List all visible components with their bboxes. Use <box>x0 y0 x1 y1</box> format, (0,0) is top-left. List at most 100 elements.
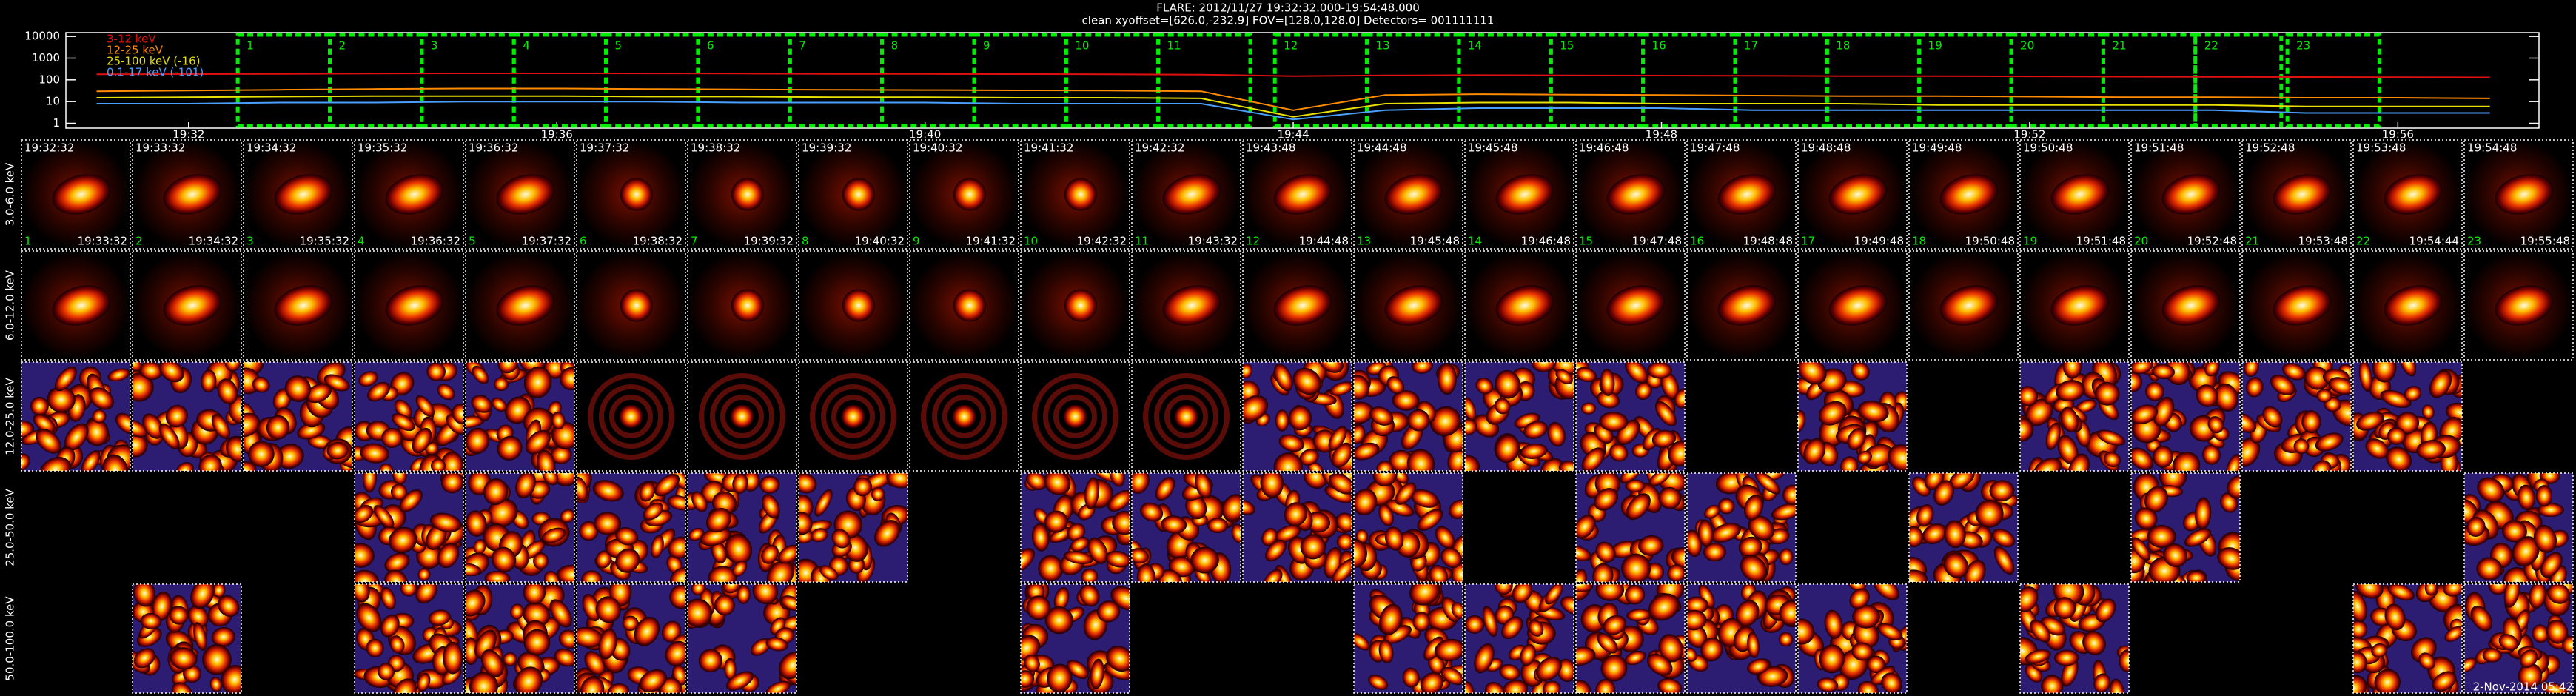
start-time: 19:32:32 <box>24 141 74 155</box>
noise-blob <box>643 502 664 521</box>
energy-label: 50.0-100.0 keV <box>4 596 17 681</box>
noise-blob <box>426 362 446 381</box>
image-cell <box>1021 251 1130 360</box>
noise-blob <box>691 491 708 512</box>
noise-blob <box>1369 406 1394 426</box>
noise-blob <box>379 463 394 471</box>
noise-blob <box>102 454 129 471</box>
noise-blob <box>1207 518 1228 533</box>
end-time: 19:54:44 <box>2409 235 2459 248</box>
image-cell <box>1465 362 1574 471</box>
noise-blob <box>708 566 737 582</box>
cell-border <box>132 361 242 472</box>
noise-blob <box>1626 493 1651 521</box>
noise-blob <box>2109 678 2125 693</box>
noise-blob <box>1819 644 1845 674</box>
noise-blob <box>732 473 748 494</box>
source <box>496 285 555 326</box>
image-cell <box>21 251 130 360</box>
noise-blob <box>523 602 551 627</box>
cell-border <box>21 250 131 361</box>
noise-blob <box>1852 604 1880 629</box>
noise-blob <box>1067 523 1086 541</box>
cell-border <box>2019 139 2130 250</box>
noise-blob <box>2353 651 2367 674</box>
noise-blob <box>2365 438 2389 459</box>
cell-border <box>2019 583 2130 694</box>
cell-border <box>1686 139 1797 250</box>
start-time: 19:49:48 <box>1912 141 1962 155</box>
cell-border <box>909 139 1019 250</box>
noise-blob <box>297 421 326 440</box>
source <box>619 404 643 429</box>
image-cell <box>244 140 352 249</box>
noise-blob <box>2540 552 2563 578</box>
source <box>2384 174 2443 215</box>
cell-border <box>2241 250 2352 361</box>
noise-blob <box>724 657 737 680</box>
noise-blob <box>360 443 389 464</box>
noise-blob <box>190 584 215 609</box>
noise-blob <box>142 413 164 439</box>
noise-blob <box>1087 537 1108 564</box>
image-cell <box>1021 140 1130 249</box>
noise-blob <box>431 458 446 471</box>
noise-blob <box>2207 416 2224 434</box>
source <box>953 289 986 322</box>
noise-blob <box>21 420 35 438</box>
image-cell <box>799 362 908 471</box>
image-cell <box>688 251 796 360</box>
noise-blob <box>2270 375 2295 395</box>
image-cell <box>2242 251 2351 360</box>
noise-blob <box>1625 479 1646 492</box>
noise-blob <box>556 564 574 582</box>
cell-border <box>798 361 908 472</box>
noise-blob <box>378 663 395 680</box>
cell-border <box>465 583 575 694</box>
noise-blob <box>202 643 232 675</box>
source <box>385 285 444 326</box>
noise-blob <box>595 596 621 623</box>
noise-blob <box>762 494 780 519</box>
noise-blob <box>1376 461 1394 471</box>
cell-border <box>2463 139 2574 250</box>
noise-blob <box>1576 584 1594 592</box>
noise-blob <box>1503 680 1529 693</box>
noise-blob <box>1395 482 1416 505</box>
image-cell <box>1576 362 1685 471</box>
image-cell <box>2131 473 2240 582</box>
ring <box>699 373 785 460</box>
noise-blob <box>466 563 481 577</box>
noise-blob <box>2053 597 2076 619</box>
x-tick-label: 19:52 <box>2013 128 2045 141</box>
noise-blob <box>2502 520 2527 543</box>
noise-blob <box>886 473 908 489</box>
noise-blob <box>1329 381 1352 396</box>
noise-blob <box>2045 422 2061 450</box>
noise-blob <box>1429 565 1449 582</box>
noise-blob <box>388 526 417 554</box>
interval-number: 13 <box>1357 235 1371 248</box>
ring <box>720 395 764 438</box>
noise-blob <box>2244 362 2259 378</box>
noise-blob <box>244 362 264 376</box>
noise-blob <box>2153 396 2175 427</box>
noise-blob <box>1047 663 1073 693</box>
noise-blob <box>1782 484 1796 506</box>
noise-blob <box>392 413 415 432</box>
image-cell <box>577 473 685 582</box>
interval-number: 11 <box>1135 235 1149 248</box>
image-cell <box>1132 140 1241 249</box>
cell-border <box>21 361 131 472</box>
cell-border <box>1020 250 1130 361</box>
interval-number: 1 <box>246 39 254 53</box>
noise-blob <box>355 543 375 568</box>
noise-blob <box>2470 606 2492 632</box>
cell-border <box>1797 583 1908 694</box>
cell-border <box>1242 250 1352 361</box>
interval-box <box>2285 33 2381 128</box>
noise-blob <box>799 494 814 519</box>
end-time: 19:37:32 <box>522 235 571 248</box>
noise-blob <box>1840 456 1859 471</box>
image-cell <box>1687 584 1796 693</box>
